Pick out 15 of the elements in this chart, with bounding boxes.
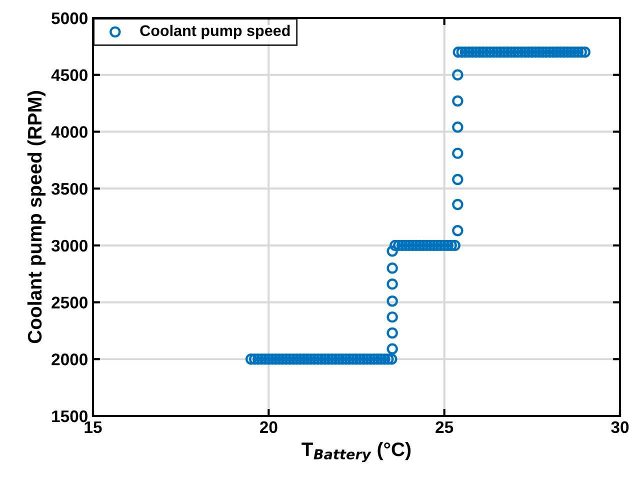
y-tick-label: 1500 — [52, 410, 88, 422]
x-tick-label: 25 — [436, 421, 454, 434]
y-tick-label: 2500 — [52, 296, 88, 308]
y-tick-label: 3000 — [51, 240, 88, 252]
legend-label: Coolant pump speed — [140, 24, 290, 40]
y-tick-label: 4000 — [51, 126, 88, 138]
y-tick-label: 4500 — [51, 69, 88, 82]
x-tick-label: 15 — [84, 421, 102, 434]
y-tick-label: 5000 — [52, 12, 88, 24]
x-tick-label: 20 — [260, 421, 278, 434]
y-tick-label: 3500 — [51, 182, 88, 195]
y-axis-title: Coolant pump speed (RPM) — [27, 91, 46, 344]
x-tick-label: 30 — [611, 421, 629, 434]
y-tick-label: 2000 — [52, 354, 88, 366]
x-axis-title: T$_{Battery}$ (°C) — [302, 442, 411, 462]
